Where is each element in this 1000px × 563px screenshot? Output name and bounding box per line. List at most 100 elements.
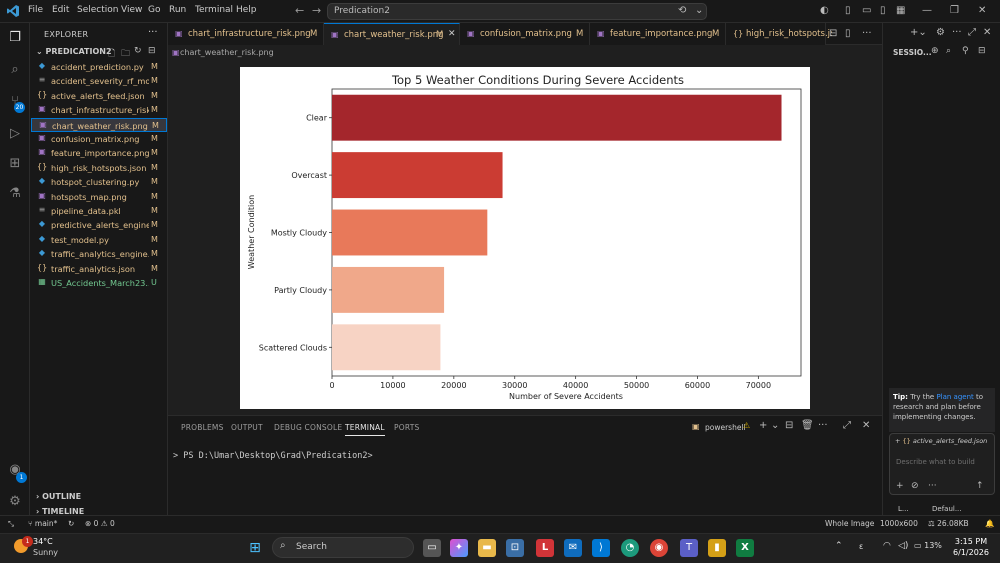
chrome-icon[interactable]: ◉ <box>650 539 668 557</box>
split-editor-icon[interactable]: ⊟ <box>829 28 838 39</box>
command-center[interactable] <box>327 3 707 20</box>
tab-debug-console[interactable]: DEBUG CONSOLE <box>274 423 343 432</box>
plan-agent-link[interactable]: Plan agent <box>936 393 974 401</box>
edge-icon[interactable]: ◔ <box>621 539 639 557</box>
battery-indicator[interactable]: ▭ 13% <box>914 541 942 550</box>
menu-go[interactable]: Go <box>148 5 161 15</box>
file-item[interactable]: ▣ hotspots_map.png M <box>31 190 167 204</box>
image-view-mode[interactable]: Whole Image <box>825 519 875 528</box>
tools-icon[interactable]: ⊘ <box>911 481 919 491</box>
menu-run[interactable]: Run <box>169 5 187 15</box>
testing-icon[interactable]: ⚗ <box>9 186 21 201</box>
close-panel-icon[interactable]: ✕ <box>862 420 871 431</box>
maximize-panel-icon[interactable]: ⤢ <box>843 420 851 431</box>
app-l-icon[interactable]: L <box>536 539 554 557</box>
file-item[interactable]: ◆ traffic_analytics_engine... M <box>31 247 167 261</box>
file-item[interactable]: {} traffic_analytics.json M <box>31 262 167 276</box>
menu-file[interactable]: File <box>28 5 44 15</box>
menu-selection[interactable]: Selection <box>77 5 119 15</box>
agent-mode-select[interactable]: L... <box>898 505 909 513</box>
run-debug-icon[interactable]: ▷ <box>10 126 20 141</box>
maximize-chat-icon[interactable]: ⤢ <box>968 27 976 38</box>
file-item[interactable]: ◆ accident_prediction.py M <box>31 60 167 74</box>
chat-settings-icon[interactable]: ⚙ <box>936 27 945 38</box>
file-explorer-icon[interactable]: ▬ <box>478 539 496 557</box>
send-icon[interactable]: ↑ <box>976 481 984 491</box>
toggle-sidebar-icon[interactable]: ▯ <box>845 5 851 16</box>
shell-name[interactable]: powershell <box>705 423 746 432</box>
clock[interactable]: 3:15 PM <box>954 537 988 546</box>
editor-tab[interactable]: ▣ feature_importance.png M <box>590 23 726 45</box>
terminal-dropdown-icon[interactable]: ⌄ <box>771 420 780 431</box>
tab-ports[interactable]: PORTS <box>394 423 420 432</box>
excel-icon[interactable]: X <box>736 539 754 557</box>
editor-tab[interactable]: ▣ chart_weather_risk.png M ✕ <box>324 23 460 45</box>
weather-desc[interactable]: Sunny <box>33 548 59 557</box>
editor-more-icon[interactable]: ··· <box>862 28 872 39</box>
file-item[interactable]: {} active_alerts_feed.json M <box>31 89 167 103</box>
ime-icon[interactable]: ε <box>859 542 864 551</box>
extensions-icon[interactable]: ⊞ <box>9 156 21 171</box>
toggle-panel-icon[interactable]: ▭ <box>862 5 872 16</box>
chevron-down-icon[interactable]: ⌄ <box>695 5 704 16</box>
accounts-icon[interactable]: ◉ <box>9 462 21 477</box>
toggle-secondary-sidebar-icon[interactable]: ▯ <box>880 5 886 16</box>
taskbar-search[interactable] <box>272 537 414 558</box>
context-file-chip[interactable]: + {} active_alerts_feed.json <box>895 437 988 445</box>
teams-icon[interactable]: T <box>680 539 698 557</box>
file-item[interactable]: ≡ accident_severity_rf_mo... M <box>31 74 167 88</box>
chat-input-placeholder[interactable]: Describe what to build <box>896 458 975 466</box>
split-terminal-icon[interactable]: ⊟ <box>785 420 794 431</box>
close-chat-icon[interactable]: ✕ <box>983 27 992 38</box>
editor-tab[interactable]: {} high_risk_hotspots.j: <box>726 23 833 45</box>
editor-tab[interactable]: ▣ chart_infrastructure_risk.png M <box>168 23 324 45</box>
back-arrow-icon[interactable]: ← <box>295 4 305 17</box>
copilot-status-icon[interactable]: ◐ <box>820 5 829 16</box>
forward-arrow-icon[interactable]: → <box>312 4 322 17</box>
file-item[interactable]: ▦ US_Accidents_March23... U <box>31 276 167 290</box>
tray-chevron-icon[interactable]: ⌃ <box>835 541 843 551</box>
kill-terminal-icon[interactable]: 🗑 <box>801 420 814 431</box>
powerbi-icon[interactable]: ▮ <box>708 539 726 557</box>
collapse-all-icon[interactable]: ⊟ <box>148 46 156 56</box>
new-session-icon[interactable]: ⊕ <box>931 46 939 56</box>
refresh-icon[interactable]: ↻ <box>134 46 142 56</box>
menu-view[interactable]: View <box>121 5 143 15</box>
tab-output[interactable]: OUTPUT <box>231 423 263 432</box>
search-icon[interactable]: ⌕ <box>11 62 19 77</box>
chat-more-icon[interactable]: ··· <box>952 27 962 38</box>
copilot-app-icon[interactable]: ✦ <box>450 539 468 557</box>
panel-more-icon[interactable]: ··· <box>818 420 828 431</box>
more-actions-icon[interactable]: ··· <box>148 27 158 38</box>
mail-icon[interactable]: ✉ <box>564 539 582 557</box>
new-chat-icon[interactable]: +⌄ <box>910 27 927 38</box>
new-terminal-icon[interactable]: + <box>759 420 768 431</box>
file-item[interactable]: ▣ chart_weather_risk.png M <box>31 117 167 132</box>
file-item[interactable]: ≡ pipeline_data.pkl M <box>31 204 167 218</box>
volume-icon[interactable]: ◁) <box>898 541 909 551</box>
split-editor-right-icon[interactable]: ▯ <box>845 28 851 39</box>
file-item[interactable]: ◆ predictive_alerts_engine... M <box>31 218 167 232</box>
close-tab-icon[interactable]: ✕ <box>448 29 456 39</box>
minimize-icon[interactable]: — <box>922 5 932 16</box>
new-file-icon[interactable]: 🗋 <box>108 49 116 59</box>
editor-tab[interactable]: ▣ confusion_matrix.png M <box>460 23 590 45</box>
branch-indicator[interactable]: ⑂ main* <box>28 519 58 528</box>
settings-gear-icon[interactable]: ⚙ <box>9 494 21 509</box>
sync-icon[interactable]: ↻ <box>68 519 75 528</box>
date[interactable]: 6/1/2026 <box>953 548 989 557</box>
new-folder-icon[interactable]: 🗀 <box>121 49 131 59</box>
terminal-prompt[interactable]: > PS D:\Umar\Desktop\Grad\Predication2> <box>173 451 373 461</box>
source-control-icon[interactable]: ⑂ <box>11 94 19 109</box>
timeline-section[interactable]: › TIMELINE <box>36 507 85 516</box>
filter-icon[interactable]: ⚲ <box>962 46 969 56</box>
menu-help[interactable]: Help <box>236 5 257 15</box>
tab-terminal[interactable]: TERMINAL <box>345 423 385 436</box>
customize-layout-icon[interactable]: ▦ <box>896 5 906 16</box>
menu-terminal[interactable]: Terminal <box>195 5 234 15</box>
copilot-icon[interactable]: ⟲ <box>678 5 687 16</box>
model-select[interactable]: Defaul... <box>932 505 962 513</box>
file-item[interactable]: ▣ feature_importance.png M <box>31 146 167 160</box>
file-item[interactable]: {} high_risk_hotspots.json M <box>31 161 167 175</box>
collapse-icon[interactable]: ⊟ <box>978 46 986 56</box>
